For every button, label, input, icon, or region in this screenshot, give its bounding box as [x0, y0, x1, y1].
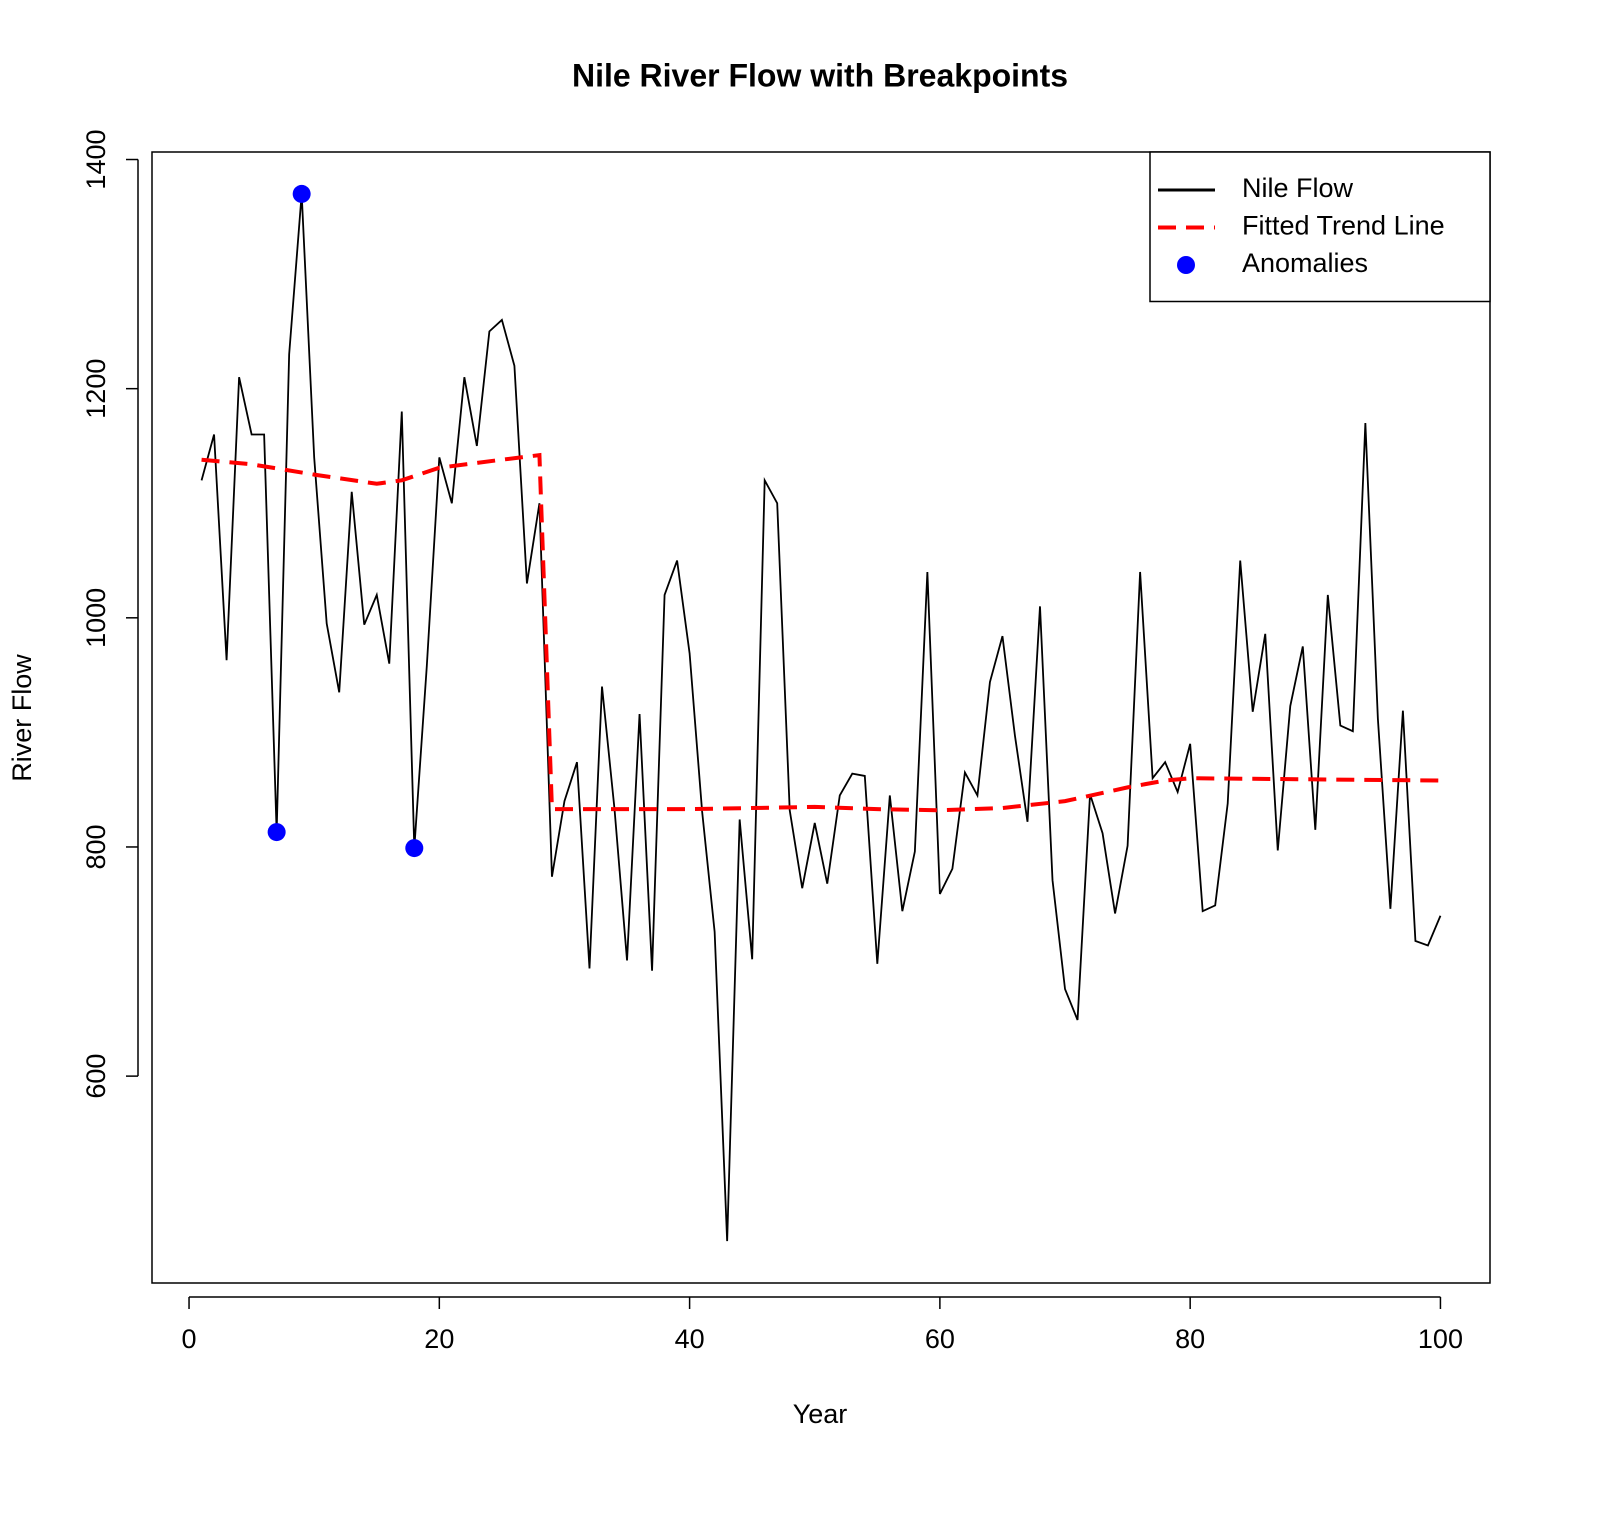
y-tick-label: 1200 [81, 359, 111, 419]
y-axis-label: River Flow [7, 654, 37, 782]
y-tick-label: 1000 [81, 588, 111, 648]
y-tick-label: 1400 [81, 129, 111, 189]
legend-box [1149, 151, 1491, 303]
chart-title: Nile River Flow with Breakpoints [572, 57, 1068, 93]
trend-line [201, 452, 1441, 813]
plot-frame [151, 151, 1491, 1284]
x-tick-label: 20 [424, 1324, 454, 1354]
x-tick-label: 60 [925, 1324, 955, 1354]
legend-symbol [1177, 256, 1195, 274]
x-tick-label: 40 [675, 1324, 705, 1354]
y-tick-label: 600 [81, 1054, 111, 1099]
y-tick-label: 800 [81, 824, 111, 869]
x-tick-label: 80 [1175, 1324, 1205, 1354]
data-line [200, 193, 1442, 1242]
x-tick-label: 100 [1418, 1324, 1463, 1354]
anomaly-point [292, 184, 311, 203]
anomaly-point [405, 839, 424, 858]
x-tick-label: 0 [182, 1324, 197, 1354]
legend-label: Anomalies [1242, 248, 1368, 278]
legend-label: Fitted Trend Line [1242, 211, 1445, 241]
legend-label: Nile Flow [1242, 173, 1354, 203]
x-axis-label: Year [793, 1399, 848, 1429]
anomaly-point [267, 823, 286, 842]
